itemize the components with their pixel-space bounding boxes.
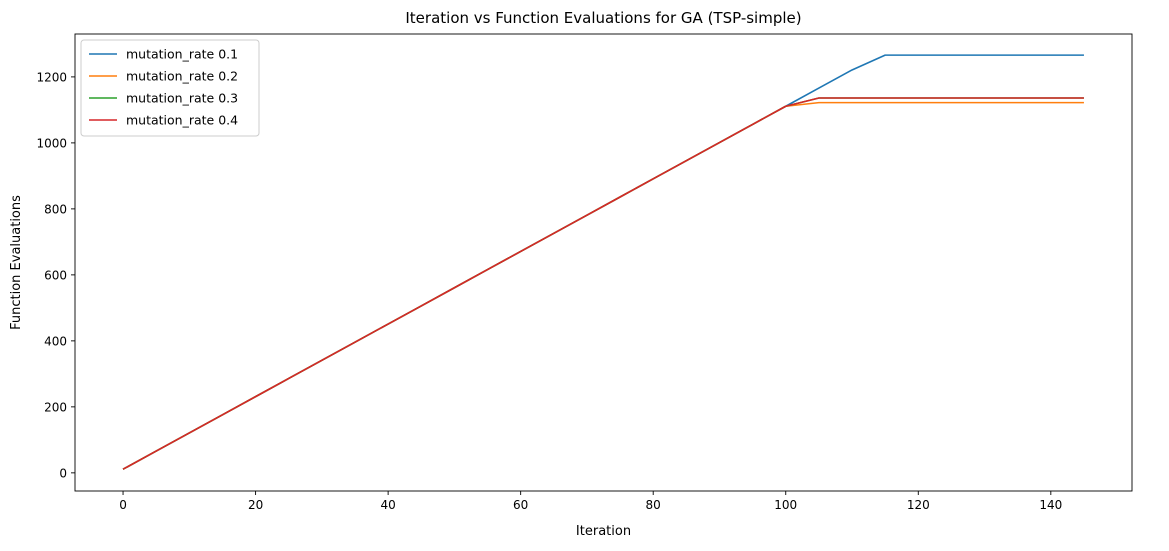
series-line-4 [122, 97, 1084, 470]
x-axis-label: Iteration [576, 524, 631, 539]
chart-title: Iteration vs Function Evaluations for GA… [405, 9, 801, 27]
axes-frame [74, 33, 1133, 492]
x-tick-label: 40 [380, 498, 395, 512]
legend-label: mutation_rate 0.1 [126, 47, 238, 62]
legend-label: mutation_rate 0.4 [126, 113, 238, 128]
legend-label: mutation_rate 0.3 [126, 91, 238, 106]
y-axis-label: Function Evaluations [9, 195, 24, 330]
x-tick-label: 120 [907, 498, 930, 512]
legend-box [80, 39, 260, 137]
y-tick-label: 200 [44, 400, 67, 414]
y-tick-label: 1200 [36, 70, 67, 84]
legend: mutation_rate 0.1 mutation_rate 0.2 mutati… [80, 39, 260, 137]
y-tick-label: 400 [44, 334, 67, 348]
axis-ticks: 0 20 40 60 80 100 120 140 0 200 400 600 800 1000 1200 [36, 70, 1062, 512]
y-tick-label: 600 [44, 268, 67, 282]
x-tick-label: 140 [1039, 498, 1062, 512]
y-tick-label: 1000 [36, 136, 67, 150]
x-tick-label: 20 [248, 498, 263, 512]
x-tick-label: 0 [119, 498, 127, 512]
x-tick-label: 80 [646, 498, 661, 512]
x-tick-label: 60 [513, 498, 528, 512]
plot-area [122, 54, 1084, 470]
x-tick-label: 100 [774, 498, 797, 512]
legend-label: mutation_rate 0.2 [126, 69, 238, 84]
y-tick-label: 800 [44, 202, 67, 216]
y-tick-label: 0 [59, 466, 67, 480]
